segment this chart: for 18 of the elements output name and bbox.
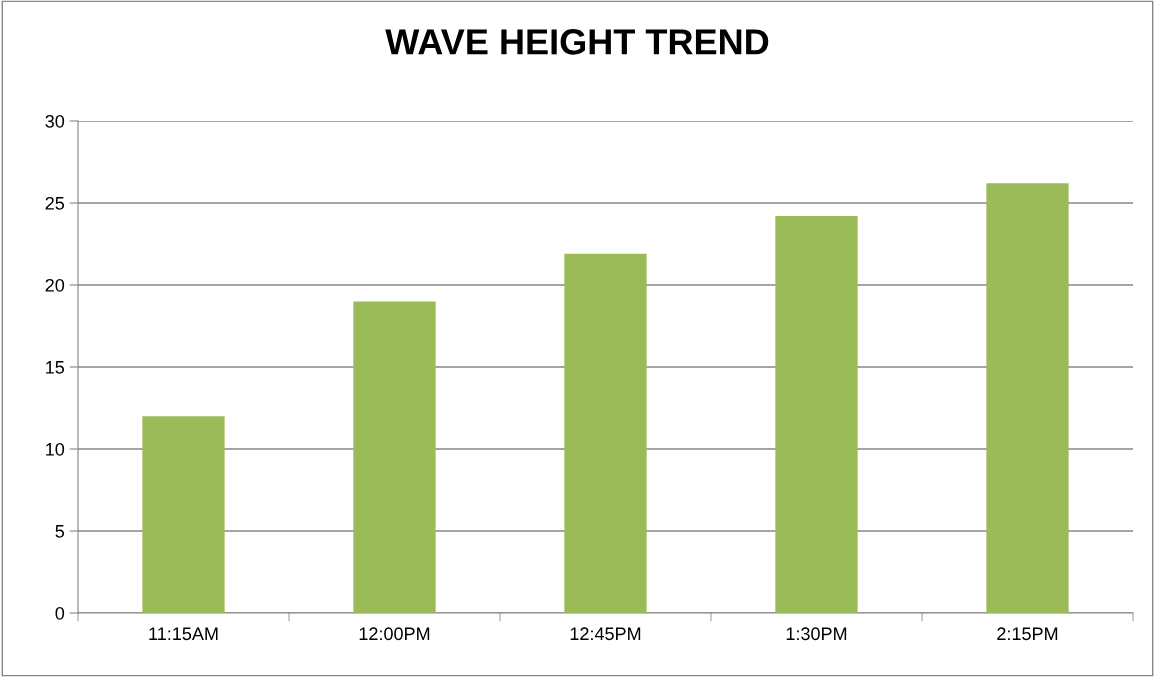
- bar: [564, 253, 647, 613]
- bar: [142, 416, 225, 613]
- chart-title: WAVE HEIGHT TREND: [385, 29, 769, 55]
- x-tick-label: 11:15AM: [149, 627, 218, 641]
- x-tick-label: 1:30PM: [786, 627, 847, 641]
- bar: [353, 301, 436, 613]
- y-tick-label: 30: [45, 114, 65, 128]
- x-tick-label: 2:15PM: [997, 627, 1058, 641]
- y-tick-label: 0: [55, 606, 65, 620]
- y-tick-label: 10: [46, 442, 65, 456]
- bar: [986, 183, 1069, 613]
- bar: [775, 216, 858, 613]
- y-tick-label: 20: [45, 278, 65, 292]
- y-tick-label: 25: [45, 196, 65, 210]
- y-tick-label: 15: [46, 361, 65, 374]
- y-tick-label: 5: [55, 525, 65, 538]
- x-tick-label: 12:45PM: [570, 627, 641, 641]
- x-tick-label: 12:00PM: [359, 627, 430, 641]
